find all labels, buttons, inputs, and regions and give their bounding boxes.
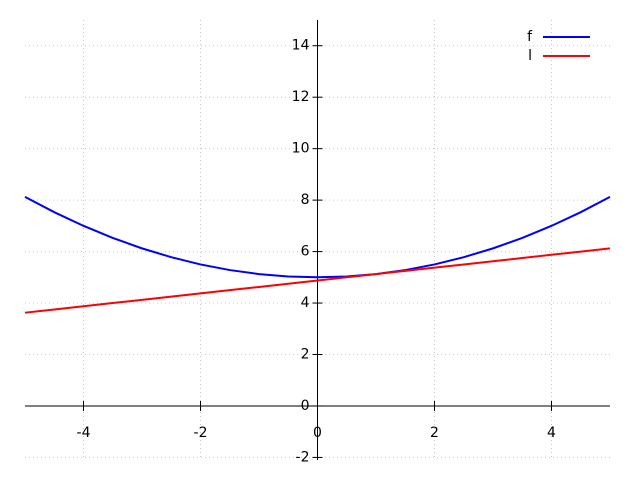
series-line	[24, 247, 611, 314]
y-tick-label: 6	[301, 244, 310, 260]
x-tick-label: -4	[77, 425, 91, 441]
y-tick-label: 10	[292, 141, 310, 157]
series-line	[24, 196, 611, 279]
y-tick-label: -2	[296, 449, 310, 465]
y-tick-label: 2	[301, 347, 310, 363]
x-tick-label: -2	[194, 425, 208, 441]
y-tick-label: 12	[292, 89, 310, 105]
x-tick-label: 4	[547, 425, 556, 441]
y-tick-label: 14	[292, 38, 310, 54]
y-tick-label: 8	[301, 192, 310, 208]
y-tick-label: 4	[301, 295, 310, 311]
x-tick-label: 0	[313, 425, 322, 441]
y-tick-label: 0	[301, 398, 310, 414]
x-tick-label: 2	[430, 425, 439, 441]
legend-label: l	[528, 48, 532, 64]
legend-label: f	[527, 29, 533, 45]
